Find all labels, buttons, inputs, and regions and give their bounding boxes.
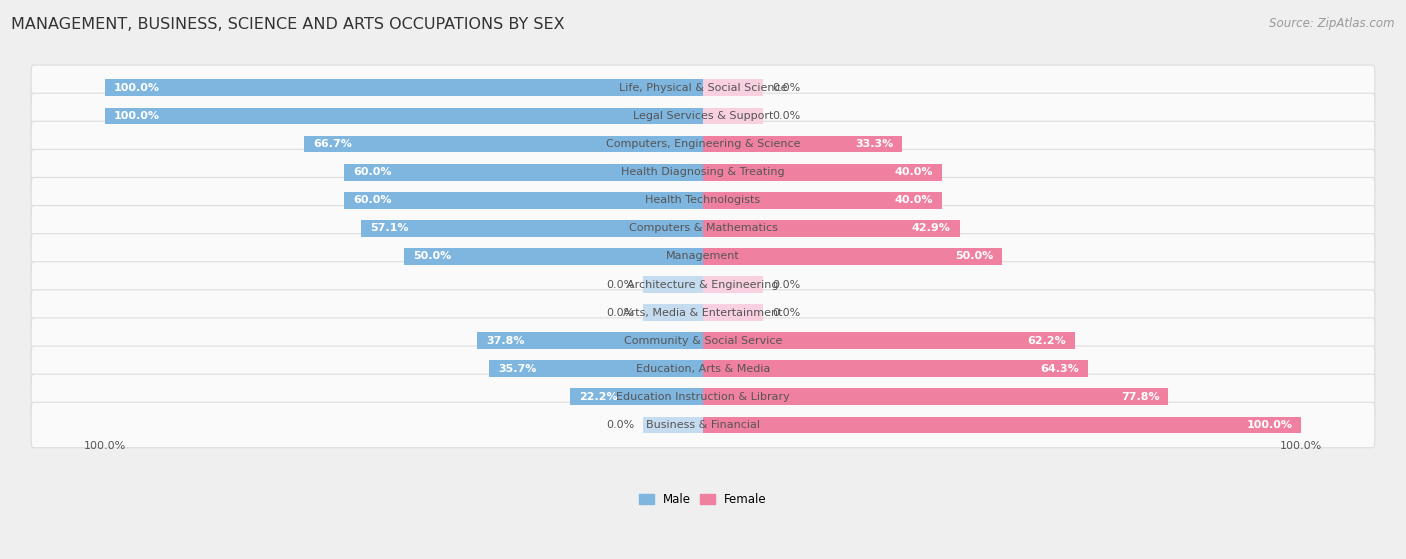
- Text: 66.7%: 66.7%: [314, 139, 352, 149]
- Bar: [643, 276, 703, 293]
- FancyBboxPatch shape: [31, 149, 1375, 195]
- Text: Computers, Engineering & Science: Computers, Engineering & Science: [606, 139, 800, 149]
- Text: 64.3%: 64.3%: [1040, 364, 1078, 374]
- FancyBboxPatch shape: [31, 177, 1375, 223]
- Text: 42.9%: 42.9%: [912, 224, 950, 233]
- FancyBboxPatch shape: [31, 290, 1375, 335]
- FancyBboxPatch shape: [31, 346, 1375, 391]
- Text: 0.0%: 0.0%: [606, 280, 634, 290]
- Bar: [104, 107, 703, 124]
- Text: Arts, Media & Entertainment: Arts, Media & Entertainment: [623, 307, 783, 318]
- Bar: [703, 248, 1002, 265]
- FancyBboxPatch shape: [31, 234, 1375, 279]
- Text: Education, Arts & Media: Education, Arts & Media: [636, 364, 770, 374]
- Text: 33.3%: 33.3%: [855, 139, 893, 149]
- Text: 50.0%: 50.0%: [413, 252, 451, 262]
- Text: 100.0%: 100.0%: [114, 83, 160, 93]
- FancyBboxPatch shape: [31, 318, 1375, 363]
- Bar: [104, 79, 703, 96]
- Text: 77.8%: 77.8%: [1121, 392, 1160, 402]
- FancyBboxPatch shape: [31, 206, 1375, 251]
- Bar: [703, 107, 763, 124]
- FancyBboxPatch shape: [31, 121, 1375, 167]
- Text: 0.0%: 0.0%: [772, 280, 800, 290]
- Bar: [703, 136, 903, 153]
- Bar: [477, 332, 703, 349]
- Text: Health Technologists: Health Technologists: [645, 195, 761, 205]
- Text: 100.0%: 100.0%: [1279, 441, 1323, 451]
- Text: 60.0%: 60.0%: [353, 195, 391, 205]
- Text: Education Instruction & Library: Education Instruction & Library: [616, 392, 790, 402]
- Bar: [703, 164, 942, 181]
- Text: 57.1%: 57.1%: [370, 224, 409, 233]
- FancyBboxPatch shape: [31, 262, 1375, 307]
- Bar: [703, 361, 1088, 377]
- Text: Health Diagnosing & Treating: Health Diagnosing & Treating: [621, 167, 785, 177]
- Bar: [703, 220, 960, 237]
- Text: 60.0%: 60.0%: [353, 167, 391, 177]
- Text: 37.8%: 37.8%: [486, 336, 524, 345]
- Text: Architecture & Engineering: Architecture & Engineering: [627, 280, 779, 290]
- Text: 0.0%: 0.0%: [772, 307, 800, 318]
- Bar: [643, 416, 703, 433]
- Bar: [404, 248, 703, 265]
- Text: 35.7%: 35.7%: [498, 364, 537, 374]
- Text: Life, Physical & Social Science: Life, Physical & Social Science: [619, 83, 787, 93]
- Text: 40.0%: 40.0%: [894, 167, 934, 177]
- Text: 0.0%: 0.0%: [606, 307, 634, 318]
- FancyBboxPatch shape: [31, 374, 1375, 420]
- Bar: [344, 164, 703, 181]
- Text: Business & Financial: Business & Financial: [645, 420, 761, 430]
- Text: 40.0%: 40.0%: [894, 195, 934, 205]
- Text: MANAGEMENT, BUSINESS, SCIENCE AND ARTS OCCUPATIONS BY SEX: MANAGEMENT, BUSINESS, SCIENCE AND ARTS O…: [11, 17, 565, 32]
- FancyBboxPatch shape: [31, 402, 1375, 448]
- Bar: [361, 220, 703, 237]
- Text: Community & Social Service: Community & Social Service: [624, 336, 782, 345]
- Bar: [344, 192, 703, 209]
- Bar: [571, 389, 703, 405]
- Bar: [703, 416, 1302, 433]
- Legend: Male, Female: Male, Female: [634, 489, 772, 511]
- Text: 0.0%: 0.0%: [606, 420, 634, 430]
- Text: 100.0%: 100.0%: [83, 441, 127, 451]
- Bar: [643, 304, 703, 321]
- Text: Computers & Mathematics: Computers & Mathematics: [628, 224, 778, 233]
- Text: Source: ZipAtlas.com: Source: ZipAtlas.com: [1270, 17, 1395, 30]
- Text: Legal Services & Support: Legal Services & Support: [633, 111, 773, 121]
- Text: Management: Management: [666, 252, 740, 262]
- FancyBboxPatch shape: [31, 93, 1375, 139]
- Bar: [703, 79, 763, 96]
- Bar: [489, 361, 703, 377]
- Bar: [703, 304, 763, 321]
- Bar: [304, 136, 703, 153]
- Text: 0.0%: 0.0%: [772, 111, 800, 121]
- FancyBboxPatch shape: [31, 65, 1375, 111]
- Bar: [703, 389, 1168, 405]
- Text: 50.0%: 50.0%: [955, 252, 993, 262]
- Text: 22.2%: 22.2%: [579, 392, 617, 402]
- Text: 62.2%: 62.2%: [1028, 336, 1066, 345]
- Bar: [703, 192, 942, 209]
- Text: 100.0%: 100.0%: [1246, 420, 1292, 430]
- Text: 0.0%: 0.0%: [772, 83, 800, 93]
- Bar: [703, 276, 763, 293]
- Text: 100.0%: 100.0%: [114, 111, 160, 121]
- Bar: [703, 332, 1076, 349]
